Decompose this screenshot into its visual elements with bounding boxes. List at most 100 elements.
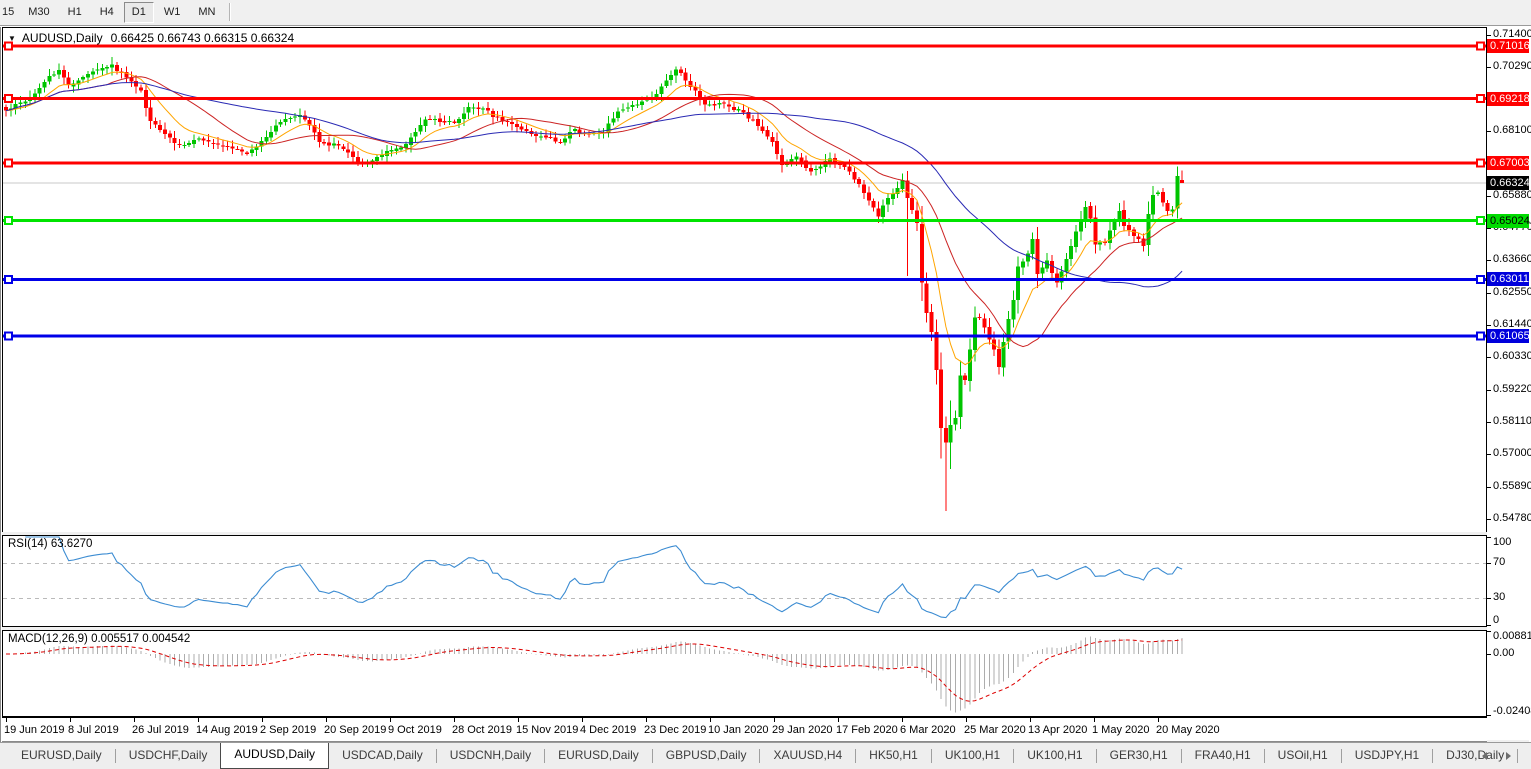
tab-separator [651,749,653,763]
date-label: 19 Jun 2019 [4,724,65,736]
price-axis-tick: 0.62550 [1493,285,1531,298]
price-axis-tick: 0.54780 [1493,511,1531,524]
chart-ohlc-values: 0.66425 0.66743 0.66315 0.66324 [110,31,295,45]
axis-tick-mark [1487,260,1491,262]
price-axis-tick: 0.58110 [1493,415,1531,428]
date-label: 25 Mar 2020 [964,724,1026,736]
tab-separator [930,749,932,763]
tab-separator [1340,749,1342,763]
symbol-tab-fra40[interactable]: FRA40,H1 [1194,748,1251,762]
symbol-tab-gbpusd[interactable]: GBPUSD,Daily [665,748,747,762]
horizontal-level-line[interactable] [3,331,1486,341]
price-axis-badge: 0.63011 [1487,272,1529,287]
axis-tick-mark [1487,357,1491,359]
date-label: 9 Oct 2019 [388,724,442,736]
timeframe-button-d1[interactable]: D1 [123,2,154,23]
chart-menu-icon[interactable]: ▼ [8,34,16,43]
price-axis-tick: 0.59220 [1493,382,1531,395]
chart-title-row: ▼ AUDUSD,Daily 0.66425 0.66743 0.66315 0.6… [8,31,294,45]
horizontal-level-line[interactable] [3,41,1486,51]
symbol-tab-usdcnh[interactable]: USDCNH,Daily [449,748,532,762]
window-top-border [0,25,1531,28]
symbol-tab-hk50[interactable]: HK50,H1 [869,748,918,762]
date-label: 14 Aug 2019 [196,724,258,736]
timeframe-button-m30[interactable]: M30 [28,6,50,18]
date-tick-mark [454,718,455,722]
timeframe-button-15[interactable]: 15 [2,6,15,18]
symbol-tab-ger30[interactable]: GER30,H1 [1109,748,1168,762]
toolbar-separator [229,3,232,21]
price-axis-badge: 0.66324 [1487,175,1530,190]
price-axis-badge: 0.69218 [1487,91,1530,106]
price-axis-tick: 0.60330 [1493,350,1531,363]
symbol-tab-audusd-active[interactable]: AUDUSD,Daily [220,743,330,769]
macd-pane[interactable] [2,630,1487,717]
price-axis-tick: 0.68100 [1493,124,1531,137]
pane-splitter[interactable] [2,627,1487,630]
tab-separator [1095,749,1097,763]
macd-signal-line [6,639,1183,702]
axis-tick-mark [1487,422,1491,424]
date-tick-mark [1030,718,1031,722]
date-label: 17 Feb 2020 [836,724,898,736]
tab-separator [1013,749,1015,763]
symbol-tab-uk100[interactable]: UK100,H1 [1027,748,1083,762]
tabs-scroll-left-icon[interactable] [1482,752,1487,760]
price-axis-tick: 0.70290 [1493,60,1531,73]
horizontal-level-line[interactable] [3,216,1486,226]
price-axis-tick: 0.55890 [1493,479,1531,492]
symbol-tab-eurusd[interactable]: EURUSD,Daily [558,748,639,762]
tab-separator [1432,749,1434,763]
date-label: 13 Apr 2020 [1028,724,1088,736]
price-axis-badge: 0.71016 [1487,39,1530,54]
symbol-tab-usoil[interactable]: USOil,H1 [1277,748,1328,762]
horizontal-level-line[interactable] [3,94,1486,103]
symbol-tab-usdchf[interactable]: USDCHF,Daily [128,748,208,762]
tabs-scroll-right-icon[interactable] [1506,752,1511,760]
date-tick-mark [262,718,263,722]
timeframe-button-h1[interactable]: H1 [67,6,82,18]
date-tick-mark [6,718,7,722]
rsi-line [25,536,1183,619]
timeframe-button-w1[interactable]: W1 [163,6,181,18]
price-axis-badge: 0.61065 [1487,328,1530,343]
axis-tick-mark [1487,67,1491,69]
rsi-axis-tick: 0 [1493,614,1500,626]
timeframe-button-mn[interactable]: MN [198,6,216,18]
rsi-pane[interactable] [2,535,1487,627]
pane-splitter[interactable] [2,532,1487,535]
symbol-tab-usdjpy[interactable]: USDJPY,H1 [1354,748,1420,762]
date-tick-mark [518,718,519,722]
price-axis-badge: 0.67003 [1487,156,1530,171]
symbol-tab-bar: EURUSD,Daily USDCHF,Daily AUDUSD,Daily USDC… [0,742,1531,769]
price-chart-pane[interactable] [2,27,1487,533]
date-label: 20 May 2020 [1156,724,1220,736]
date-tick-mark [134,718,135,722]
date-label: 10 Jan 2020 [708,724,769,736]
horizontal-level-line[interactable] [3,158,1486,168]
date-label: 15 Nov 2019 [516,724,579,736]
horizontal-level-line[interactable] [3,274,1486,284]
axis-tick-mark [1487,537,1491,538]
axis-tick-mark [1487,454,1491,456]
timeframe-button-h4[interactable]: H4 [99,6,114,18]
tab-separator [1263,749,1265,763]
macd-axis-tick: 0.008815 [1493,630,1531,642]
timeframe-toolbar: 15 M30 H1 H4 D1 W1 MN [0,0,1531,25]
axis-tick-mark [1487,598,1491,600]
symbol-tab-eurusd[interactable]: EURUSD,Daily [21,748,102,762]
axis-tick-mark [1487,563,1491,565]
symbol-tab-xauusd[interactable]: XAUUSD,H4 [773,748,843,762]
tab-separator [1180,749,1182,763]
tab-separator [435,749,437,763]
price-axis-tick: 0.57000 [1493,447,1531,460]
axis-tick-mark [1487,654,1491,655]
symbol-tab-usdcad[interactable]: USDCAD,Daily [342,748,423,762]
moving-average-0 [5,71,1183,366]
symbol-tab-uk100[interactable]: UK100,H1 [944,748,1001,762]
axis-tick-mark [1487,131,1491,133]
axis-tick-mark [1487,228,1491,230]
date-tick-mark [838,718,839,722]
date-tick-mark [966,718,967,722]
symbol-tab-dj30[interactable]: DJ30,Daily [1446,748,1505,762]
